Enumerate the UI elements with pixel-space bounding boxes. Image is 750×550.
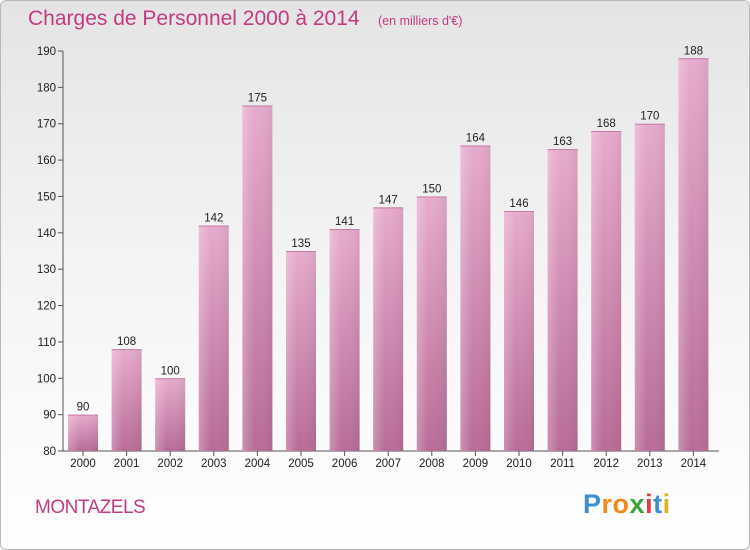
bar-shade [286,251,316,451]
bar-shade [329,229,360,451]
bars [68,58,709,452]
bar-shade [242,105,273,451]
chart-subtitle: (en milliers d'€) [378,14,463,28]
data-label: 170 [640,111,659,123]
logo-letter: i [645,489,654,519]
x-tick-label: 2007 [375,458,401,470]
logo-letter: t [653,489,663,519]
y-tick-label: 180 [37,82,56,94]
x-tick-label: 2011 [550,458,575,470]
logo-letter: r [601,489,613,519]
data-label: 150 [422,183,441,195]
x-tick-label: 2010 [506,458,532,470]
bar-shade [547,149,578,451]
data-label: 164 [466,133,486,145]
bar-shade [634,123,665,452]
x-tick-label: 2003 [201,458,227,470]
commune-name: MONTAZELS [35,497,146,518]
data-label: 142 [204,213,223,225]
data-label: 163 [553,136,572,148]
y-tick-label: 100 [37,373,56,385]
y-tick-label: 150 [37,191,56,203]
x-tick-label: 2013 [637,458,663,470]
y-tick-label: 160 [37,155,56,167]
logo-letter: o [612,489,630,519]
y-tick-label: 90 [43,410,56,422]
data-label: 108 [117,336,136,348]
x-tick-label: 2002 [157,458,183,470]
x-tick-label: 2000 [70,458,96,470]
x-tick-label: 2009 [463,458,489,470]
bar-shade [198,225,229,451]
logo-letter: P [583,489,602,519]
bar-shade [591,131,622,451]
data-label: 90 [77,402,90,414]
data-label: 100 [161,365,180,377]
chart-title: Charges de Personnel 2000 à 2014 [28,7,360,30]
data-label: 141 [335,216,354,228]
y-tick-label: 140 [37,228,56,240]
x-tick-label: 2008 [419,458,445,470]
x-tick-label: 2005 [288,458,314,470]
data-label: 146 [509,198,528,210]
bar-shade [155,378,186,451]
x-tick-label: 2001 [114,458,140,470]
logo-letter: i [662,489,671,519]
x-tick-label: 2006 [332,458,358,470]
logo-letter: x [629,489,646,519]
bar-shade [460,145,491,451]
data-label: 147 [379,194,398,206]
data-label: 175 [248,93,267,105]
bar-shade [373,207,404,451]
data-label: 135 [291,238,310,250]
title-row: Charges de Personnel 2000 à 2014 (en mil… [28,7,462,31]
data-label: 168 [597,118,616,130]
bar-shade [678,58,709,451]
x-tick-label: 2014 [681,458,707,470]
data-label: 188 [684,45,703,57]
proxiti-logo: Proxiti [583,489,671,520]
labels: 2000 90 2001 108 2002 100 2003 142 2004 175 2005 13… [70,45,707,470]
bar-shade [111,349,142,451]
y-tick-label: 80 [43,446,56,458]
y-tick-label: 110 [38,337,56,349]
bar-shade [416,196,447,451]
y-tick-label: 130 [37,264,56,276]
y-tick-label: 190 [37,46,56,58]
y-tick-label: 120 [37,301,56,313]
x-tick-label: 2012 [593,458,619,470]
bar-shade [504,211,534,451]
x-tick-label: 2004 [245,458,271,470]
bar-shade [68,414,98,451]
y-tick-label: 170 [37,119,56,131]
